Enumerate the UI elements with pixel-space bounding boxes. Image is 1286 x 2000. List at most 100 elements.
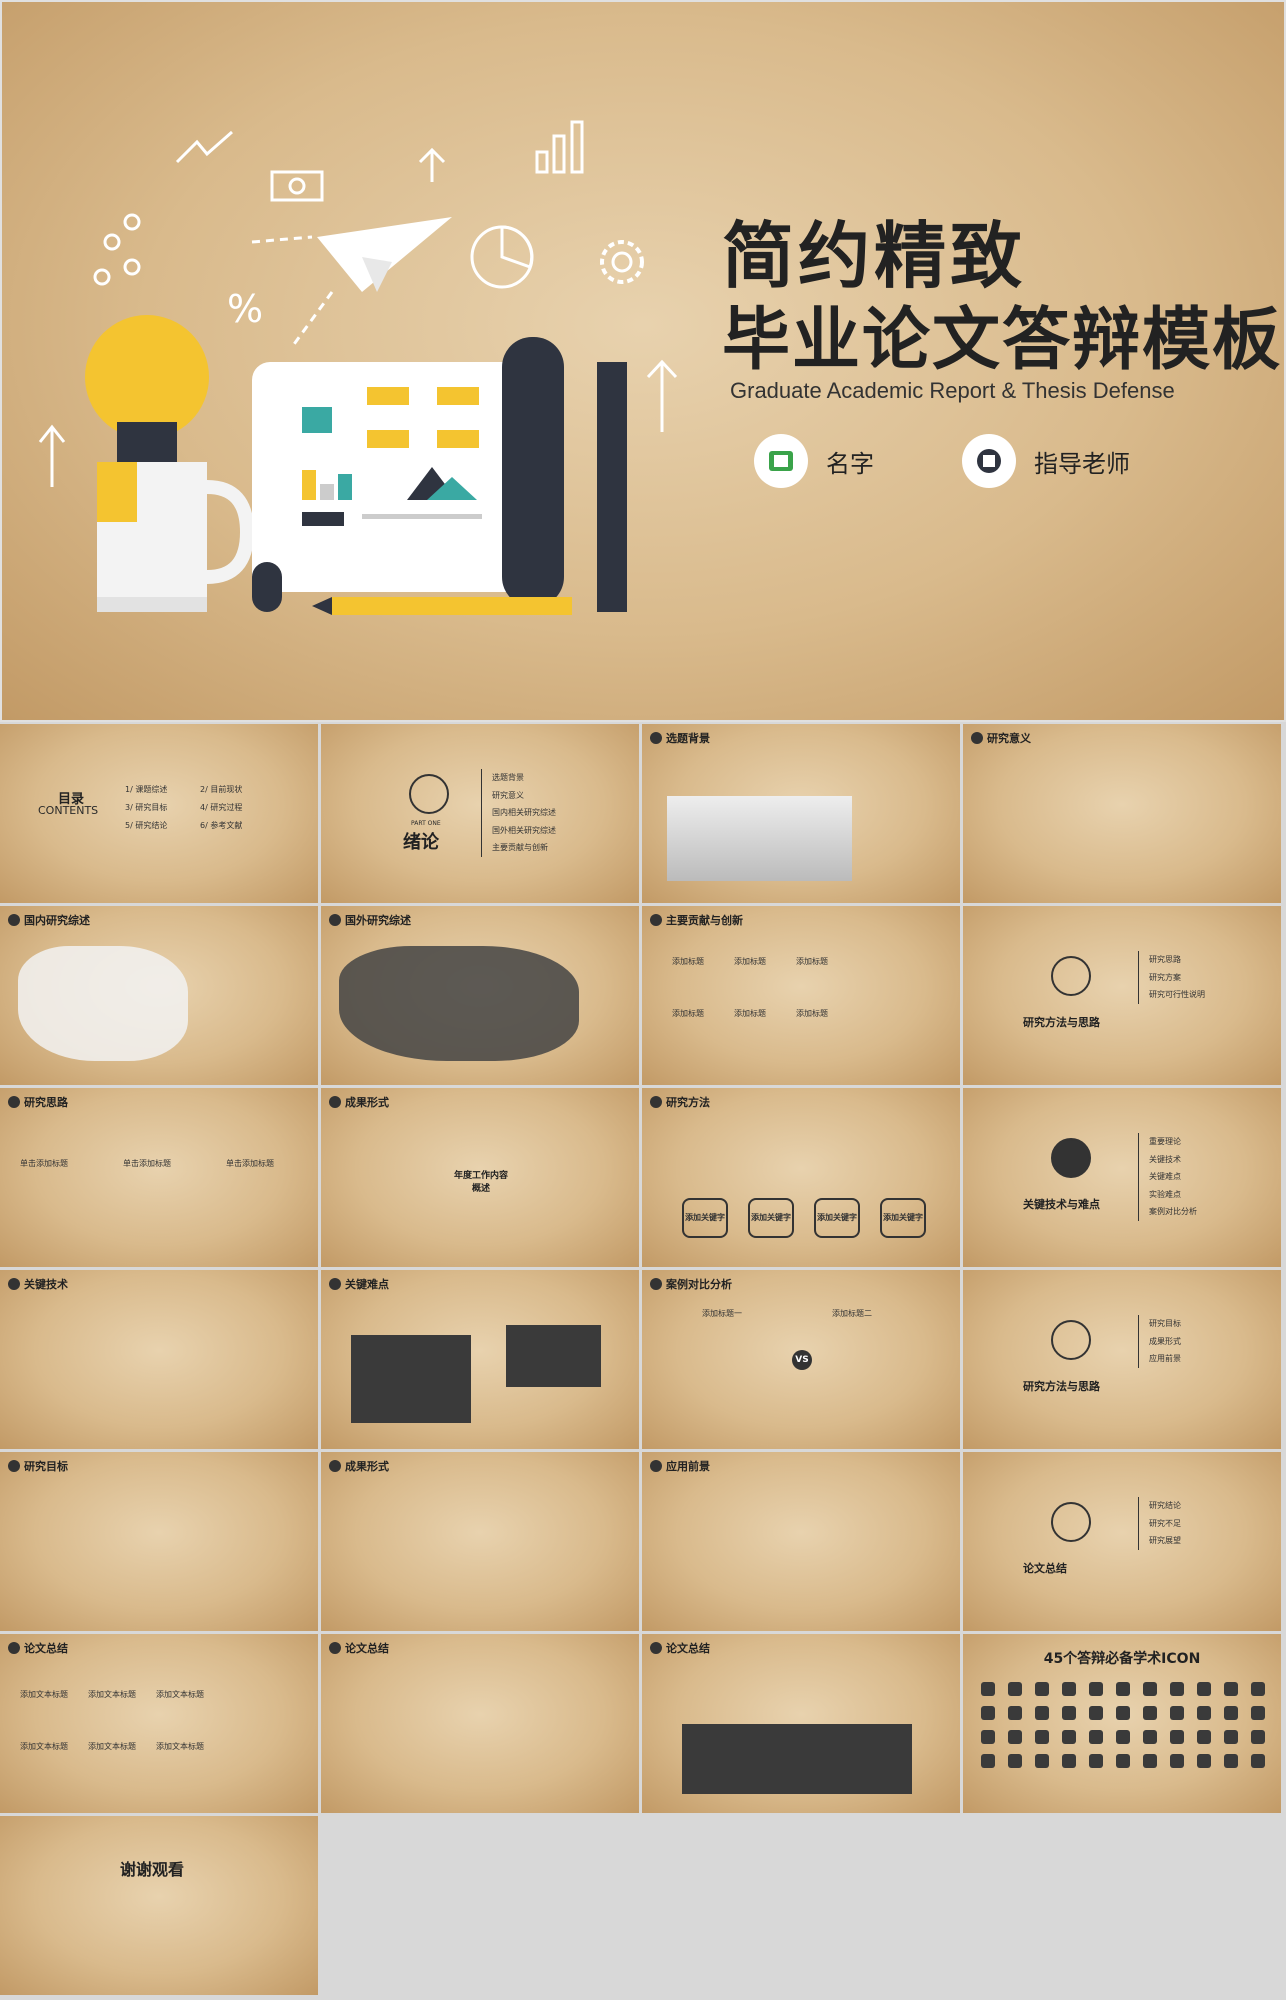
slide-header: 案例对比分析 [650, 1276, 732, 1292]
slide-item: 添加标题 [796, 957, 828, 966]
slide-header: 关键技术 [8, 1276, 68, 1292]
slide-header: 国外研究综述 [329, 912, 411, 928]
slide-thumbnail[interactable]: 论文总结 研究结论 研究不足 研究展望 [963, 1452, 1281, 1631]
slide-header-text: 关键技术 [24, 1278, 68, 1291]
slide-header-text: 案例对比分析 [666, 1278, 732, 1291]
slide-thumbnail[interactable]: 国内研究综述 [0, 906, 318, 1085]
hero-title-line1: 简约精致 [722, 214, 1027, 298]
slide-item: 添加文本标题 [156, 1690, 204, 1699]
slide-thumbnail[interactable]: 论文总结 [642, 1634, 960, 1813]
slide-thumbnail[interactable]: 国外研究综述 [321, 906, 639, 1085]
pencil-icon [332, 597, 572, 615]
advisor-label: 指导老师 [1034, 449, 1130, 478]
slide-thumbnail[interactable]: 研究方法与思路 研究目标 成果形式 应用前景 [963, 1270, 1281, 1449]
slide-header: 选题背景 [650, 730, 710, 746]
header-bullet-icon [650, 1096, 662, 1108]
header-bullet-icon [650, 1642, 662, 1654]
slide-item: 添加标题一 [702, 1309, 742, 1318]
slide-item: 国内相关研究综述 [492, 808, 556, 818]
header-bullet-icon [329, 1642, 341, 1654]
academic-icon [1197, 1682, 1211, 1696]
slide-item: 重要理论 [1149, 1137, 1181, 1146]
slide-thumbnail[interactable]: 绪论 PART ONE 选题背景 研究意义 国内相关研究综述 国外相关研究综述 主要贡献与创… [321, 724, 639, 903]
svg-text:%: % [227, 287, 263, 331]
slide-thumbnail[interactable]: 研究意义 [963, 724, 1281, 903]
slide-item-list: 选题背景 研究意义 国内相关研究综述 国外相关研究综述 主要贡献与创新 [481, 769, 556, 857]
slide-header: 关键难点 [329, 1276, 389, 1292]
slide-item: 单击添加标题 [226, 1159, 274, 1168]
photo-placeholder [667, 796, 852, 881]
header-bullet-icon [650, 1460, 662, 1472]
slide-item-list: 1/ 课题综述 2/ 目前现状 3/ 研究目标 4/ 研究过程 5/ 研究结论 6/ 参考… [125, 784, 275, 832]
slide-thumbnail[interactable]: 论文总结添加文本标题 添加文本标题 添加文本标题 添加文本标题 添加文本标题 添加文本标题 [0, 1634, 318, 1813]
slide-item: 成果形式 [1149, 1336, 1181, 1346]
header-bullet-icon [971, 732, 983, 744]
slide-header-text: 主要贡献与创新 [666, 914, 743, 927]
map-graphic [18, 946, 188, 1061]
slide-item: 研究思路 [1149, 955, 1181, 964]
slide-item-list: 研究思路研究方案研究可行性说明 [1138, 951, 1205, 1004]
slide-item: 添加标题 [734, 957, 766, 966]
slide-thumbnail[interactable]: 关键技术与难点 重要理论 关键技术 关键难点 实验难点 案例对比分析 [963, 1088, 1281, 1267]
academic-icon [1035, 1682, 1049, 1696]
slide-thumbnail[interactable]: 45个答辩必备学术ICON [963, 1634, 1281, 1813]
slide-item: 3/ 研究目标 [125, 803, 168, 812]
slide-thumbnail[interactable]: 主要贡献与创新 添加标题 添加标题 添加标题 添加标题 添加标题 添加标题 [642, 906, 960, 1085]
academic-icon [1224, 1706, 1238, 1720]
academic-icon [981, 1682, 995, 1696]
academic-icon [1035, 1706, 1049, 1720]
header-bullet-icon [329, 914, 341, 926]
slide-header: 论文总结 [650, 1640, 710, 1656]
slide-thumbnail[interactable]: 目录 CONTENTS 1/ 课题综述 2/ 目前现状 3/ 研究目标 4/ 研究过程 5/… [0, 724, 318, 903]
slide-thumbnail[interactable]: 成果形式 [321, 1452, 639, 1631]
academic-icon [1008, 1754, 1022, 1768]
slide-header-text: 国内研究综述 [24, 914, 90, 927]
academic-icon [1197, 1730, 1211, 1744]
slide-thumbnail[interactable]: 成果形式 年度工作内容概述 [321, 1088, 639, 1267]
slide-thumbnail[interactable]: 谢谢观看 [0, 1816, 318, 1995]
slide-item: 研究可行性说明 [1149, 990, 1205, 1000]
slide-item: 关键技术 [1149, 1154, 1181, 1164]
slide-header-text: 论文总结 [24, 1642, 68, 1655]
slide-item: 研究意义 [492, 790, 524, 800]
academic-icon [1170, 1682, 1184, 1696]
academic-icon [1143, 1682, 1157, 1696]
slide-thumbnail[interactable]: 研究目标 [0, 1452, 318, 1631]
slide-item: 研究方案 [1149, 972, 1181, 982]
slide-thumbnail[interactable]: 研究方法与思路 研究思路 研究方案 研究可行性说明 [963, 906, 1281, 1085]
section-icon [1051, 956, 1091, 996]
academic-icon [1116, 1730, 1130, 1744]
slide-header-text: 关键难点 [345, 1278, 389, 1291]
academic-icon [981, 1730, 995, 1744]
academic-icon [1035, 1730, 1049, 1744]
header-bullet-icon [650, 914, 662, 926]
book-icon [754, 434, 808, 488]
slide-item: 添加标题 [734, 1009, 766, 1018]
slide-thumbnail[interactable]: 研究方法 添加关键字 添加关键字 添加关键字 添加关键字 [642, 1088, 960, 1267]
paper-plane-icon [317, 217, 452, 292]
slide-item-list: 研究结论 研究不足 研究展望 [1138, 1497, 1181, 1550]
hero-title-line2: 毕业论文答辩模板 [722, 301, 1283, 380]
header-bullet-icon [8, 1096, 20, 1108]
slide-item: 研究目标 [1149, 1319, 1181, 1328]
academic-icon [1197, 1754, 1211, 1768]
slide-header-text: 论文总结 [666, 1642, 710, 1655]
trend-icon [175, 130, 233, 164]
slide-thumbnail[interactable]: 论文总结 [321, 1634, 639, 1813]
academic-icon [1143, 1754, 1157, 1768]
slide-thumbnail[interactable]: 选题背景 [642, 724, 960, 903]
slide-item: 国外相关研究综述 [492, 825, 556, 835]
slide-item: 应用前景 [1149, 1354, 1181, 1364]
slide-item-list: 添加文本标题 添加文本标题 添加文本标题 添加文本标题 添加文本标题 添加文本标题 [20, 1689, 204, 1753]
slide-thumbnail[interactable]: 研究思路 单击添加标题 单击添加标题 单击添加标题 [0, 1088, 318, 1267]
slide-thumbnail[interactable]: 关键难点 [321, 1270, 639, 1449]
ruler-icon [597, 362, 627, 612]
slide-header: 研究方法 [650, 1094, 710, 1110]
text-card [506, 1325, 601, 1387]
gear-icon [600, 240, 644, 284]
slide-thumbnail[interactable]: 关键技术 [0, 1270, 318, 1449]
slide-thumbnail[interactable]: 应用前景 [642, 1452, 960, 1631]
slide-item-list: 单击添加标题 单击添加标题 单击添加标题 [20, 1158, 274, 1170]
header-bullet-icon [650, 732, 662, 744]
slide-thumbnail[interactable]: 案例对比分析 VS 添加标题一 添加标题二 [642, 1270, 960, 1449]
